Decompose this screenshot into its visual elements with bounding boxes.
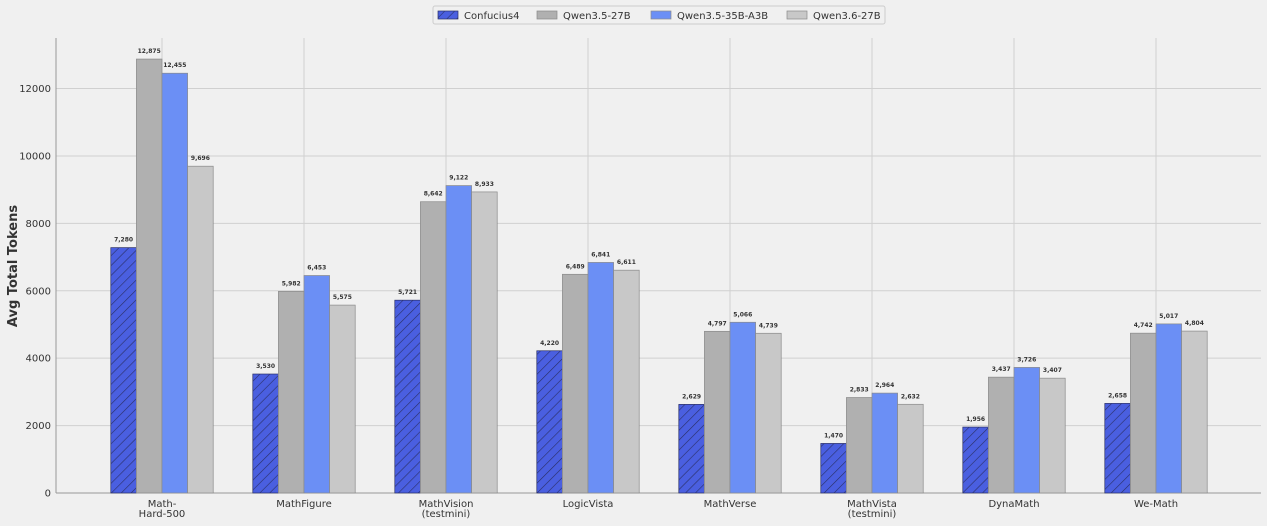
bar-confucius4 [252,373,279,494]
y-tick-label: 2000 [26,421,51,432]
data-label: 5,017 [1159,313,1178,320]
data-label: 1,956 [966,416,985,423]
bar-qwen3-5-35b-a3b [1013,367,1040,494]
bar-qwen3-6-27b [471,191,498,494]
bars [110,58,1208,494]
x-tick-label: MathVista (testmini) [847,499,897,520]
data-label: 3,407 [1043,367,1062,374]
data-label: 8,933 [475,181,494,188]
bar-confucius4 [394,299,421,494]
data-label: 2,658 [1108,392,1127,399]
bar-qwen3-5-35b-a3b [161,72,188,494]
x-tick-label: DynaMath [988,499,1039,510]
legend-entry: Confucius4 [464,11,519,22]
legend-swatch [786,10,808,20]
bar-qwen3-6-27b [613,269,640,494]
bar-confucius4 [678,404,705,494]
legend-swatch [437,10,459,20]
x-tick-label: MathVerse [704,499,757,510]
legend: Confucius4 Qwen3.5-27B Qwen3.5-35B-A3B Qwen… [432,5,886,25]
bar-qwen3-5-27b [1130,332,1157,494]
y-tick-label: 6000 [26,286,51,297]
data-label: 5,066 [733,311,752,318]
bar-qwen3-6-27b [897,403,924,494]
y-axis-label: Avg Total Tokens [6,205,21,327]
bar-confucius4 [110,247,137,494]
data-label: 8,642 [424,191,443,198]
grid [56,38,1261,494]
legend-swatch [536,10,558,20]
data-label: 9,696 [191,155,210,162]
data-label: 2,629 [682,393,701,400]
data-label: 4,739 [759,322,778,329]
x-tick-label: LogicVista [563,499,614,510]
data-label: 4,804 [1185,320,1204,327]
data-label: 1,470 [824,432,843,439]
x-tick-label: Math-Hard-500 [139,499,186,520]
bar-qwen3-5-35b-a3b [303,275,330,494]
legend-entry: Qwen3.6-27B [813,11,881,22]
bar-qwen3-5-27b [136,58,163,494]
bar-qwen3-6-27b [755,332,782,494]
x-tick-label: MathFigure [276,499,332,510]
data-label: 6,611 [617,259,636,266]
data-label: 12,875 [138,48,161,55]
data-label: 12,455 [163,62,186,69]
data-label: 5,721 [398,289,417,296]
data-label: 4,797 [708,320,727,327]
value-labels: 7,280 3,530 5,721 4,220 2,629 1,470 1,956 2,658… [114,48,1204,439]
data-label: 3,437 [992,366,1011,373]
bar-qwen3-6-27b [1181,330,1208,494]
bar-qwen3-6-27b [187,165,214,494]
bar-qwen3-5-27b [704,330,731,494]
data-label: 6,489 [566,263,585,270]
y-tick-label: 12000 [19,84,51,95]
data-label: 4,220 [540,340,559,347]
bar-qwen3-6-27b [329,304,356,494]
bar-confucius4 [962,426,989,494]
legend-swatch [650,10,672,20]
legend-entry: Qwen3.5-27B [563,11,631,22]
bar-qwen3-5-35b-a3b [1155,323,1182,494]
bar-qwen3-6-27b [1039,377,1066,494]
bar-qwen3-5-35b-a3b [729,321,756,494]
data-label: 2,964 [875,382,894,389]
bar-qwen3-5-27b [278,291,305,494]
bar-qwen3-5-35b-a3b [871,392,898,494]
bar-qwen3-5-35b-a3b [445,185,472,494]
data-label: 5,575 [333,294,352,301]
data-label: 3,530 [256,363,275,370]
bar-confucius4 [820,443,847,494]
bar-qwen3-5-27b [420,201,447,494]
legend-entry: Qwen3.5-35B-A3B [677,11,768,22]
bar-qwen3-5-27b [988,376,1015,494]
bar-qwen3-5-27b [562,273,589,494]
data-label: 2,833 [850,387,869,394]
data-label: 2,632 [901,393,920,400]
data-label: 6,453 [307,265,326,272]
y-tick-label: 10000 [19,151,51,162]
y-tick-label: 4000 [26,354,51,365]
bar-confucius4 [1104,403,1131,494]
bar-confucius4 [536,350,563,494]
data-label: 3,726 [1017,356,1036,363]
data-label: 4,742 [1134,322,1153,329]
data-label: 9,122 [449,175,468,182]
y-tick-label: 0 [45,489,51,500]
data-label: 7,280 [114,237,133,244]
data-label: 6,841 [591,251,610,258]
bar-qwen3-5-27b [846,397,873,494]
x-tick-label: We-Math [1134,499,1178,510]
bar-qwen3-5-35b-a3b [587,262,614,494]
data-label: 5,982 [282,280,301,287]
x-tick-label: MathVision (testmini) [419,499,474,520]
y-tick-label: 8000 [26,219,51,230]
